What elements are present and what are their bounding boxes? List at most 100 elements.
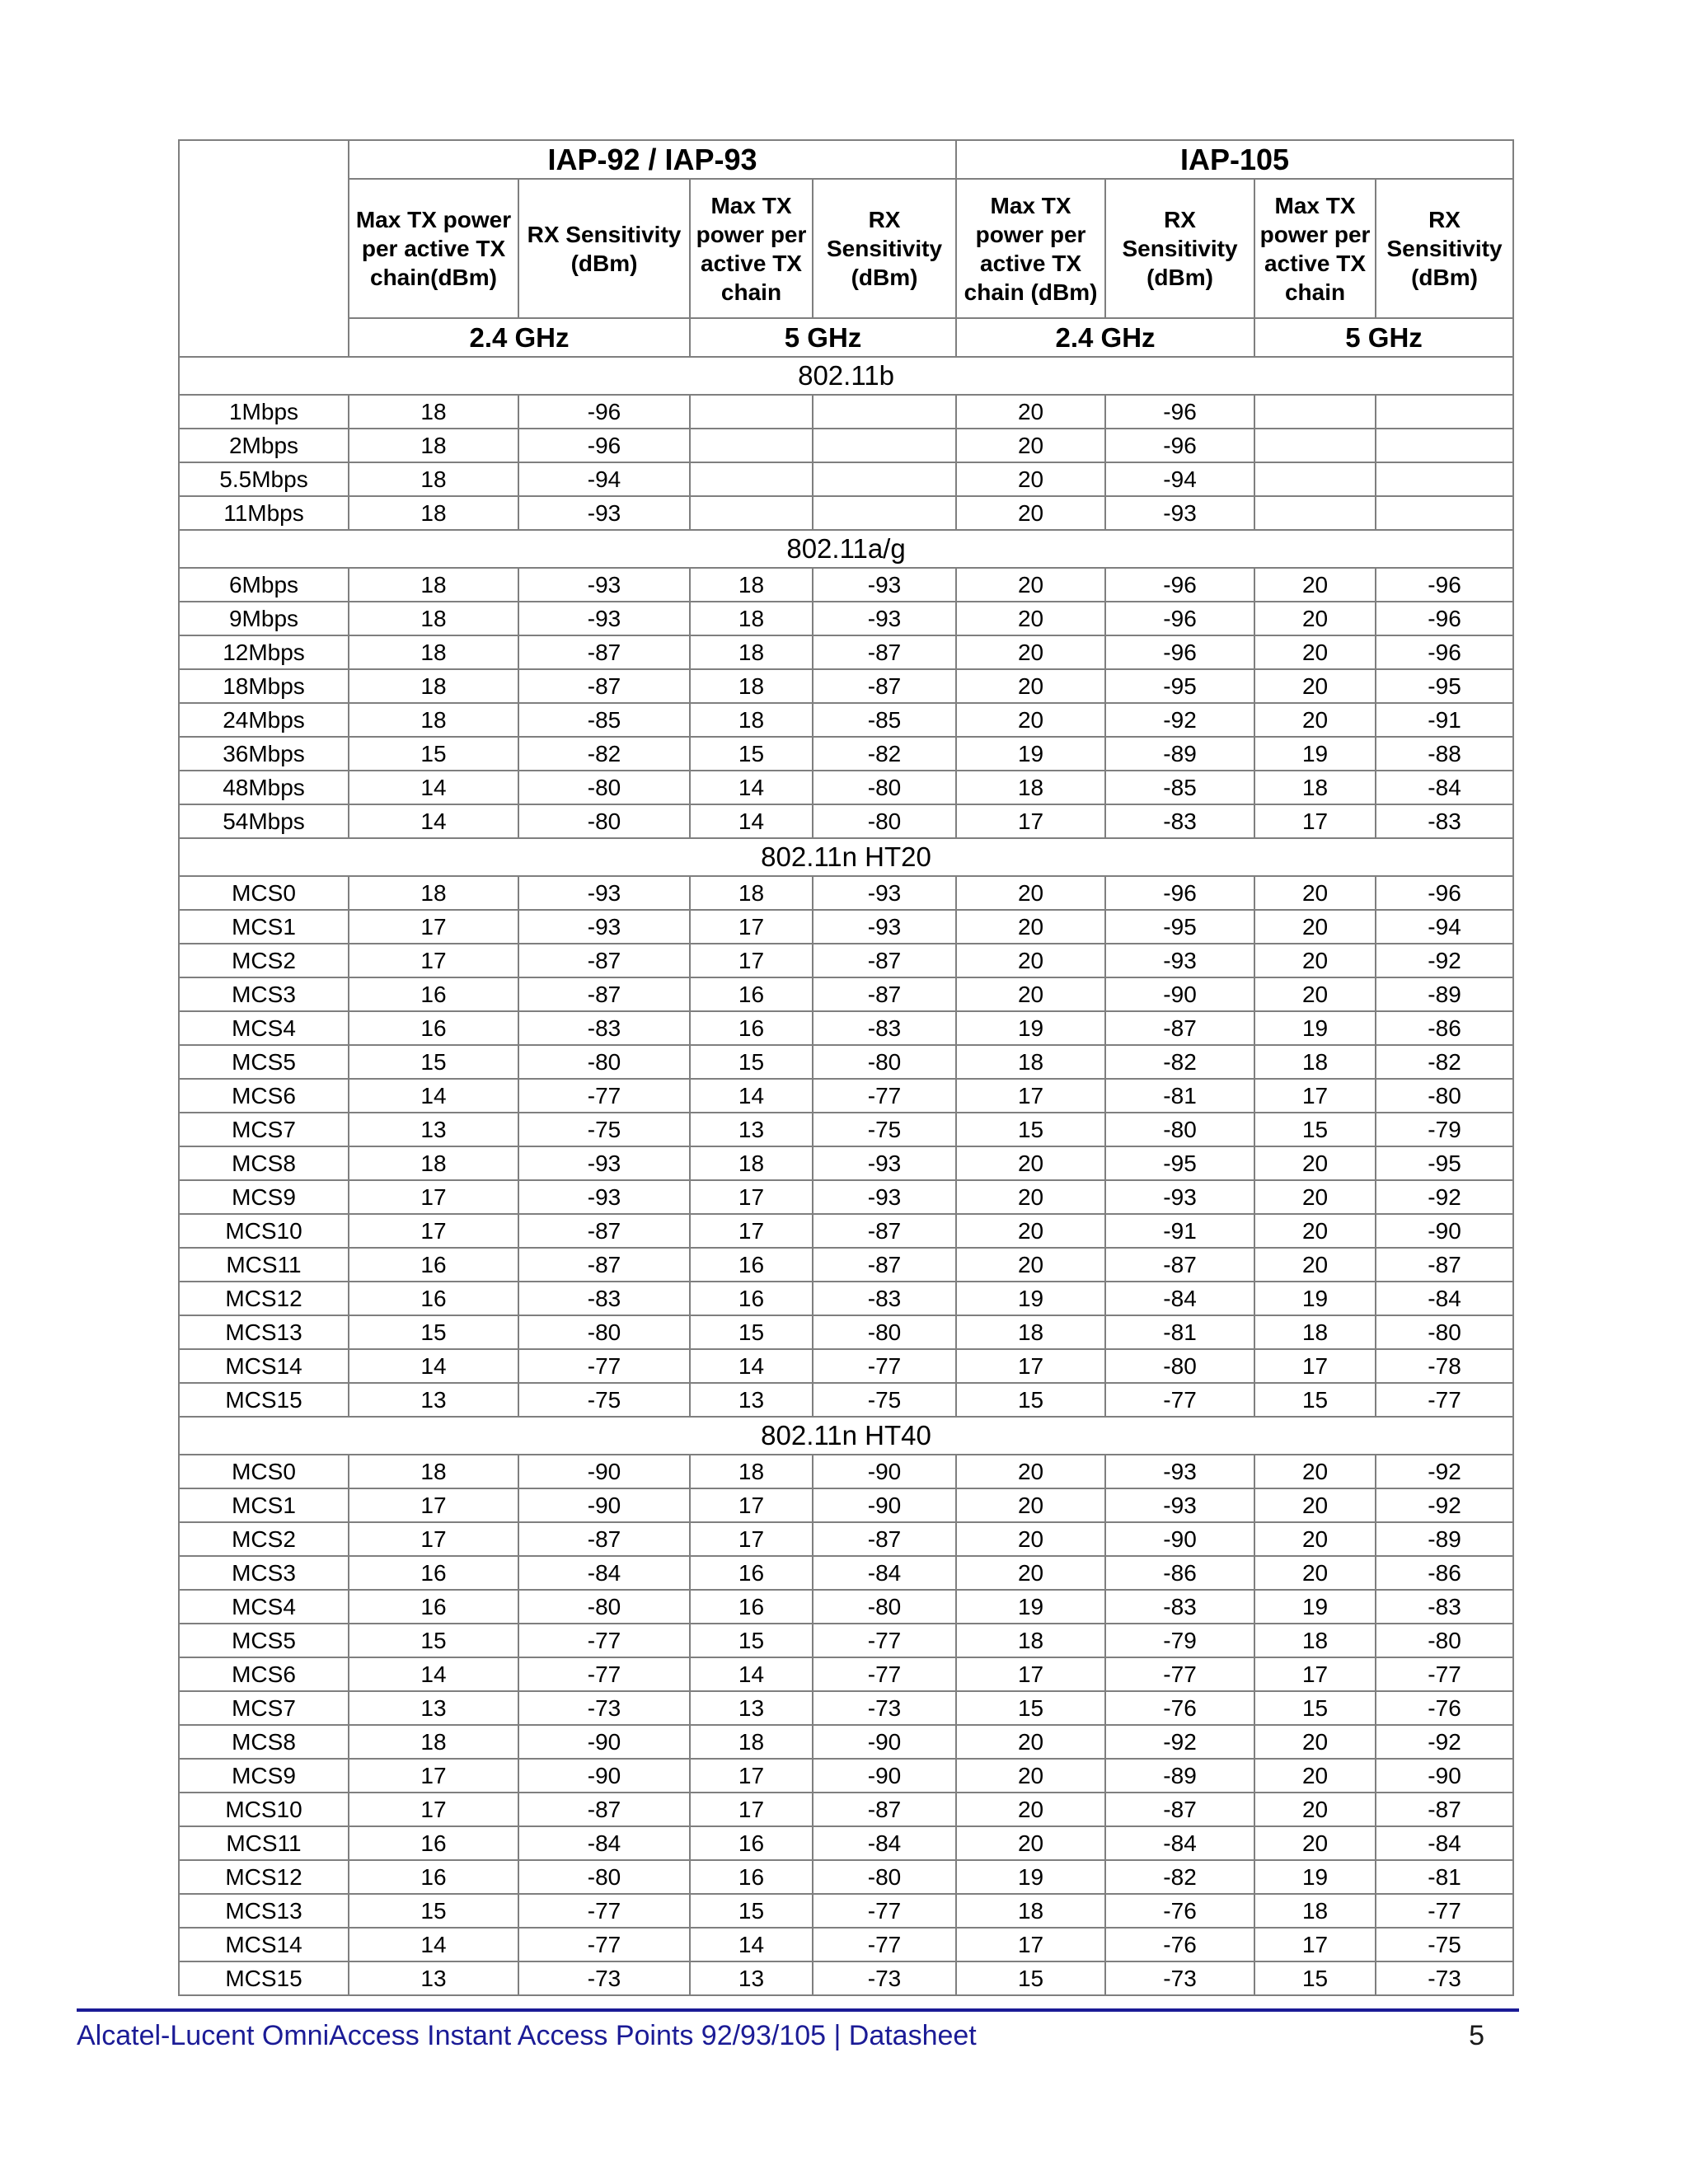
data-cell: 18: [1254, 1044, 1377, 1080]
row-label-cell: MCS0: [178, 875, 349, 911]
data-cell: 18: [955, 1044, 1107, 1080]
data-cell: -87: [811, 635, 958, 670]
band-header-24ghz-iap92: 2.4 GHz: [348, 317, 691, 358]
section-header-row: 802.11n HT20: [177, 837, 1515, 877]
data-cell: -93: [1104, 495, 1256, 531]
data-cell: 18: [955, 1893, 1107, 1929]
data-cell: -81: [1104, 1315, 1256, 1350]
data-cell: 20: [1254, 1758, 1377, 1793]
row-label-cell: 54Mbps: [178, 804, 349, 839]
data-cell: 18: [689, 1724, 814, 1760]
row-label-cell: MCS13: [178, 1315, 349, 1350]
table-row: MCS1 17 -93 17 -93 20 -95 20 -94: [178, 909, 1515, 944]
data-cell: [1375, 462, 1515, 497]
data-cell: 17: [1254, 804, 1377, 839]
data-cell: 15: [689, 1044, 814, 1080]
data-cell: -80: [811, 1044, 958, 1080]
table-row: MCS4 16 -83 16 -83 19 -87 19 -86: [178, 1010, 1515, 1046]
data-cell: 20: [955, 567, 1107, 602]
row-label-cell: MCS15: [178, 1961, 349, 1996]
data-cell: -87: [811, 1792, 958, 1827]
data-cell: 18: [348, 635, 519, 670]
row-label-cell: MCS12: [178, 1281, 349, 1316]
table-row: MCS5 15 -77 15 -77 18 -79 18 -80: [178, 1623, 1515, 1658]
data-cell: 16: [689, 977, 814, 1012]
data-cell: 20: [1254, 1213, 1377, 1249]
data-cell: -80: [811, 1589, 958, 1624]
data-cell: 20: [955, 1213, 1107, 1249]
data-cell: 15: [348, 1044, 519, 1080]
data-cell: -80: [811, 770, 958, 805]
data-cell: -77: [518, 1927, 691, 1962]
table-row: MCS9 17 -93 17 -93 20 -93 20 -92: [178, 1179, 1515, 1215]
data-cell: 18: [689, 702, 814, 738]
data-cell: -77: [811, 1078, 958, 1113]
data-cell: -93: [518, 1179, 691, 1215]
table-row: MCS7 13 -73 13 -73 15 -76 15 -76: [178, 1690, 1515, 1726]
data-cell: -76: [1104, 1893, 1256, 1929]
data-cell: -77: [1104, 1657, 1256, 1692]
data-cell: 16: [689, 1825, 814, 1861]
data-cell: -77: [518, 1348, 691, 1384]
table-row: MCS3 16 -87 16 -87 20 -90 20 -89: [178, 977, 1515, 1012]
data-cell: -96: [1375, 567, 1515, 602]
row-label-cell: MCS15: [178, 1382, 349, 1418]
data-cell: 16: [348, 1589, 519, 1624]
data-cell: 20: [955, 1555, 1107, 1591]
data-cell: 18: [689, 1454, 814, 1489]
band-header-24ghz-iap105: 2.4 GHz: [955, 317, 1256, 358]
data-cell: 16: [689, 1555, 814, 1591]
table-row: MCS2 17 -87 17 -87 20 -93 20 -92: [178, 943, 1515, 978]
data-cell: -94: [1104, 462, 1256, 497]
row-label-cell: MCS6: [178, 1657, 349, 1692]
data-cell: -90: [1375, 1213, 1515, 1249]
data-cell: -83: [518, 1281, 691, 1316]
data-cell: 19: [955, 1281, 1107, 1316]
table-row: MCS8 18 -90 18 -90 20 -92 20 -92: [178, 1724, 1515, 1760]
data-cell: 18: [348, 1454, 519, 1489]
table-row: MCS8 18 -93 18 -93 20 -95 20 -95: [178, 1146, 1515, 1181]
data-cell: 14: [348, 770, 519, 805]
data-cell: 15: [1254, 1961, 1377, 1996]
data-cell: 17: [689, 1488, 814, 1523]
data-cell: 20: [1254, 1454, 1377, 1489]
data-cell: -77: [811, 1893, 958, 1929]
table-row: 54Mbps 14 -80 14 -80 17 -83 17 -83: [178, 804, 1515, 839]
data-cell: -93: [518, 875, 691, 911]
row-label-cell: 11Mbps: [178, 495, 349, 531]
data-cell: 17: [348, 1213, 519, 1249]
data-cell: 20: [955, 977, 1107, 1012]
table-row: 6Mbps 18 -93 18 -93 20 -96 20 -96: [178, 567, 1515, 602]
data-cell: -80: [518, 1044, 691, 1080]
data-cell: [1375, 428, 1515, 463]
row-label-cell: MCS5: [178, 1044, 349, 1080]
data-cell: -87: [811, 943, 958, 978]
data-cell: 18: [348, 601, 519, 636]
column-header-max-tx-2: Max TX power per active TX chain: [689, 178, 814, 319]
row-label-cell: MCS0: [178, 1454, 349, 1489]
data-cell: 20: [1254, 909, 1377, 944]
data-cell: 15: [348, 1623, 519, 1658]
data-cell: -87: [1104, 1010, 1256, 1046]
data-cell: -93: [518, 1146, 691, 1181]
data-cell: 13: [689, 1690, 814, 1726]
data-cell: -89: [1375, 1521, 1515, 1557]
data-cell: -91: [1104, 1213, 1256, 1249]
data-cell: -87: [1375, 1792, 1515, 1827]
data-cell: 18: [1254, 1315, 1377, 1350]
data-cell: 18: [955, 1623, 1107, 1658]
data-cell: -80: [518, 804, 691, 839]
data-cell: -86: [1375, 1010, 1515, 1046]
group-header-iap92-93: IAP-92 / IAP-93: [347, 139, 958, 180]
rf-performance-table: IAP-92 / IAP-93 IAP-105 Max TX power per…: [177, 139, 1515, 1996]
data-cell: -87: [518, 1521, 691, 1557]
table-row: MCS3 16 -84 16 -84 20 -86 20 -86: [178, 1555, 1515, 1591]
data-cell: -87: [1104, 1247, 1256, 1282]
data-cell: 20: [1254, 977, 1377, 1012]
data-cell: -96: [1104, 601, 1256, 636]
row-label-cell: 6Mbps: [178, 567, 349, 602]
page-number: 5: [1469, 2020, 1484, 2051]
data-cell: 18: [689, 635, 814, 670]
table-row: MCS12 16 -80 16 -80 19 -82 19 -81: [178, 1859, 1515, 1895]
row-label-cell: MCS9: [178, 1758, 349, 1793]
